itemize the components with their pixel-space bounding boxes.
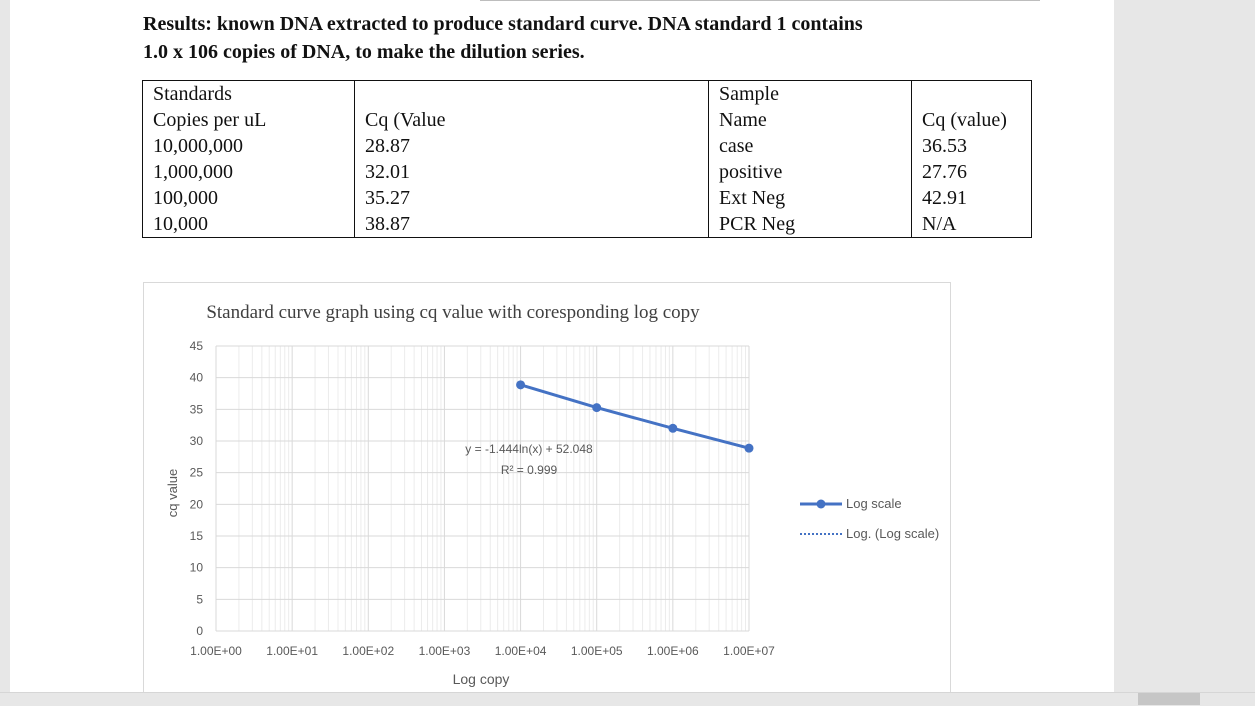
sample-name: PCR Neg	[719, 213, 796, 235]
standard-value: 100,000	[153, 187, 218, 209]
copies-header: Copies per uL	[153, 107, 344, 133]
x-tick-label: 1.00E+00	[190, 644, 242, 658]
y-tick-label: 10	[190, 561, 204, 575]
x-tick-label: 1.00E+06	[647, 644, 699, 658]
scrollbar-thumb[interactable]	[1138, 693, 1200, 705]
sample-name: case	[719, 135, 754, 157]
legend: Log scale Log. (Log scale)	[800, 496, 939, 541]
x-tick-label: 1.00E+01	[266, 644, 318, 658]
page-edge	[480, 0, 1040, 1]
copies-header-text: Copies per uL	[153, 109, 267, 131]
data-point	[592, 403, 602, 413]
standard-cq: 35.27	[365, 187, 410, 209]
standard-cq: 28.87	[365, 135, 410, 157]
legend-series-marker	[816, 499, 826, 509]
data-point	[516, 380, 526, 390]
legend-series-label: Log scale	[846, 496, 902, 511]
sample-name: Ext Neg	[719, 187, 786, 209]
chart-title: Standard curve graph using cq value with…	[206, 302, 700, 323]
series-line	[520, 383, 750, 450]
y-tick-label: 30	[190, 434, 204, 448]
sample-cq: 36.53	[922, 135, 967, 157]
sample-name-cell: Sample Name case positive Ext Neg PCR Ne…	[708, 80, 912, 238]
y-tick-label: 20	[190, 497, 204, 511]
data-point	[668, 423, 678, 433]
standards-header-cell: Standards Copies per uL 10,000,000 1,000…	[142, 80, 355, 238]
x-tick-label: 1.00E+07	[723, 644, 775, 658]
standards-cq-cell: Cq (Value 28.87 32.01 35.27 38.87	[354, 80, 709, 238]
horizontal-scrollbar[interactable]	[0, 692, 1255, 706]
y-tick-label: 25	[190, 466, 204, 480]
y-tick-label: 40	[190, 371, 204, 385]
trendline-r-squared: R² = 0.999	[501, 463, 558, 477]
standard-value: 10,000,000	[153, 135, 243, 157]
chart-container[interactable]: Standard curve graph using cq value with…	[143, 282, 951, 694]
y-tick-label: 0	[196, 624, 203, 638]
legend-trendline-label: Log. (Log scale)	[846, 526, 939, 541]
standard-value: 10,000	[153, 213, 208, 235]
sample-header: Sample	[719, 83, 779, 105]
series-layer	[516, 380, 754, 453]
y-tick-label: 45	[190, 339, 204, 353]
sample-cq: 42.91	[922, 187, 967, 209]
sample-cq-cell: Cq (value) 36.53 27.76 42.91 N/A	[911, 80, 1032, 238]
x-tick-label: 1.00E+04	[495, 644, 547, 658]
x-tick-label: 1.00E+03	[419, 644, 471, 658]
cq-value-header: Cq (value)	[922, 109, 1007, 131]
standard-curve-chart: Standard curve graph using cq value with…	[165, 302, 939, 687]
standard-value: 1,000,000	[153, 161, 233, 183]
heading-line-1: Results: known DNA extracted to produce …	[143, 13, 863, 35]
y-tick-label: 35	[190, 402, 204, 416]
y-tick-label: 15	[190, 529, 204, 543]
standards-header: Standards	[153, 83, 232, 105]
results-heading: Results: known DNA extracted to produce …	[143, 10, 1043, 66]
x-tick-label: 1.00E+02	[342, 644, 394, 658]
cq-header: Cq (Value	[365, 109, 446, 131]
sample-name: positive	[719, 161, 783, 183]
x-axis-label: Log copy	[453, 671, 510, 687]
heading-line-2: 1.0 x 106 copies of DNA, to make the dil…	[143, 41, 585, 63]
table-row: Standards Copies per uL 10,000,000 1,000…	[142, 80, 1032, 238]
data-point	[744, 443, 754, 453]
sample-cq: N/A	[922, 213, 957, 235]
y-axis-ticks: 0 5 10 15 20 25 30 35 40 45	[190, 339, 204, 638]
standard-cq: 32.01	[365, 161, 410, 183]
x-axis-ticks: 1.00E+00 1.00E+01 1.00E+02 1.00E+03 1.00E+04…	[190, 644, 775, 658]
standard-cq: 38.87	[365, 213, 410, 235]
x-tick-label: 1.00E+05	[571, 644, 623, 658]
trendline-equation: y = -1.444ln(x) + 52.048	[465, 442, 593, 456]
y-axis-label: cq value	[165, 469, 180, 517]
name-header: Name	[719, 109, 767, 131]
y-tick-label: 5	[196, 592, 203, 606]
grid-layer	[215, 345, 750, 632]
results-table: Standards Copies per uL 10,000,000 1,000…	[142, 80, 1032, 238]
sample-cq: 27.76	[922, 161, 967, 183]
